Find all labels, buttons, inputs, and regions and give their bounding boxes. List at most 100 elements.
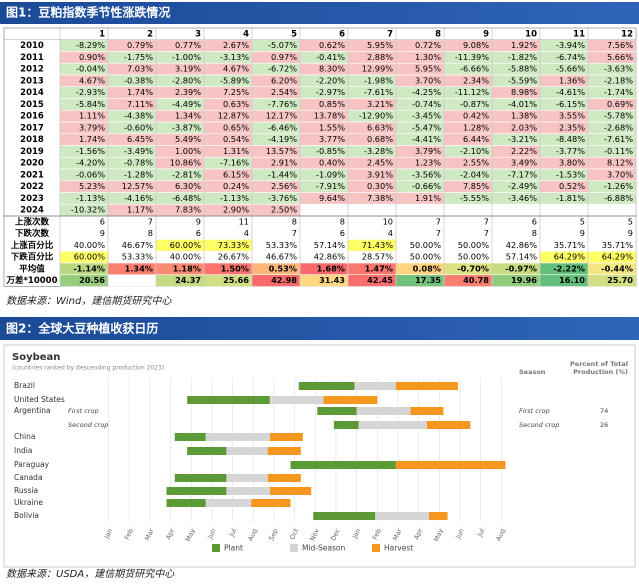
- cell-value: 4.67%: [223, 64, 249, 74]
- phase-bar: [226, 447, 268, 455]
- cell-value: -1.26%: [604, 181, 633, 191]
- country-label: India: [14, 446, 32, 455]
- cell-value: 5.95%: [415, 64, 441, 74]
- cell: [347, 203, 397, 217]
- cell-value: 8: [532, 228, 537, 238]
- season-header: Season: [519, 368, 546, 376]
- cell-value: -4.25%: [412, 87, 441, 97]
- cell-value: -1.28%: [124, 169, 153, 179]
- cell-value: -2.10%: [460, 146, 489, 156]
- x-tick-label: Jan: [350, 527, 362, 540]
- cell-value: -1.82%: [508, 52, 537, 62]
- source: 数据来源：USDA，建信期货研究中心: [6, 568, 175, 580]
- cell-value: 6: [196, 228, 201, 238]
- cell-value: 7: [484, 228, 489, 238]
- cell-value: 0.08%: [413, 263, 441, 273]
- cell-value: 5: [580, 216, 585, 226]
- phase-bar: [317, 407, 357, 415]
- figure-title: 图2：全球大豆种植收获日历: [6, 321, 158, 336]
- cell-value: -2.97%: [316, 87, 345, 97]
- cell-value: 9.08%: [463, 40, 489, 50]
- cell-value: -6.74%: [556, 52, 585, 62]
- cell-value: 8: [148, 228, 153, 238]
- row-label: 2013: [20, 76, 44, 86]
- cell-value: 3.19%: [175, 64, 201, 74]
- cell-value: 7.38%: [367, 193, 393, 203]
- cell-value: -1.09%: [316, 169, 345, 179]
- phase-bar: [323, 396, 378, 404]
- phase-bar: [226, 487, 270, 495]
- cell-value: 6.30%: [175, 181, 201, 191]
- phase-bar: [269, 433, 303, 441]
- cell-value: 2.88%: [367, 52, 393, 62]
- cell-value: 1.18%: [173, 263, 201, 273]
- cell-value: 3.21%: [367, 99, 393, 109]
- row-label: 2021: [20, 170, 44, 180]
- cell-value: 7.85%: [463, 181, 489, 191]
- phase-bar: [226, 474, 268, 482]
- cell-value: 0.97%: [271, 52, 297, 62]
- column-header: 2: [147, 29, 153, 39]
- cell-value: -7.91%: [316, 181, 345, 191]
- phase-bar: [267, 447, 301, 455]
- percent-header: Production (%): [573, 368, 628, 376]
- cell-value: -0.87%: [460, 99, 489, 109]
- cell-value: -7.76%: [268, 99, 297, 109]
- phase-bar: [333, 421, 359, 429]
- cell-value: 3.70%: [415, 75, 441, 85]
- season-label: First crop: [519, 407, 550, 415]
- cell-value: 7.03%: [127, 64, 153, 74]
- cell-value: -2.68%: [604, 122, 633, 132]
- cell-value: -12.90%: [359, 111, 393, 121]
- cell: [299, 203, 349, 217]
- cell-value: -0.85%: [316, 146, 345, 156]
- cell-value: -1.74%: [604, 87, 633, 97]
- cell-value: -4.01%: [508, 99, 537, 109]
- cell-value: 1.38%: [511, 111, 537, 121]
- cell-value: 7.25%: [223, 87, 249, 97]
- country-label: Bolivia: [14, 511, 39, 520]
- row-label: 2014: [20, 88, 44, 98]
- cell-value: -8.29%: [76, 40, 105, 50]
- cell-value: -3.45%: [412, 111, 441, 121]
- cell-value: 13.57%: [266, 146, 297, 156]
- cell-value: 0.40%: [319, 158, 345, 168]
- cell-value: 12.99%: [362, 64, 393, 74]
- cell-value: 64.29%: [554, 252, 585, 262]
- cell-value: 0.52%: [559, 181, 585, 191]
- cell-value: -1.13%: [220, 193, 249, 203]
- column-header: 11: [573, 29, 585, 39]
- cell-value: 6.15%: [223, 169, 249, 179]
- cell-value: 0.42%: [463, 111, 489, 121]
- cell-value: 16.10: [559, 275, 585, 285]
- cell-value: -4.41%: [412, 134, 441, 144]
- legend-swatch: [290, 544, 298, 552]
- phase-bar: [395, 382, 458, 390]
- cell-value: 3.79%: [79, 122, 105, 132]
- phase-bar: [410, 407, 444, 415]
- phase-bar: [205, 499, 252, 507]
- cell-value: 53.33%: [122, 252, 153, 262]
- cell-value: -1.44%: [268, 169, 297, 179]
- cell: [107, 274, 157, 287]
- column-header: 4: [243, 29, 249, 39]
- cell-value: 60.00%: [170, 240, 201, 250]
- phase-bar: [313, 512, 376, 520]
- cell-value: 7.11%: [127, 99, 153, 109]
- cell-value: 40.78: [463, 275, 489, 285]
- phase-bar: [166, 499, 206, 507]
- cell-value: -5.07%: [268, 40, 297, 50]
- country-label: Canada: [14, 473, 43, 482]
- cell-value: 6.45%: [127, 134, 153, 144]
- cell-value: 1.55%: [319, 122, 345, 132]
- chart-subtitle: (countries ranked by descending producti…: [12, 365, 164, 372]
- column-header: 8: [435, 29, 441, 39]
- cell-value: -5.78%: [604, 111, 633, 121]
- crop-label: Second crop: [68, 421, 108, 429]
- cell-value: 6: [532, 216, 537, 226]
- country-label: Ukraine: [14, 498, 43, 507]
- cell-value: -1.56%: [76, 146, 105, 156]
- cell-value: -5.89%: [220, 75, 249, 85]
- cell-value: -1.53%: [556, 169, 585, 179]
- cell-value: -1.13%: [76, 193, 105, 203]
